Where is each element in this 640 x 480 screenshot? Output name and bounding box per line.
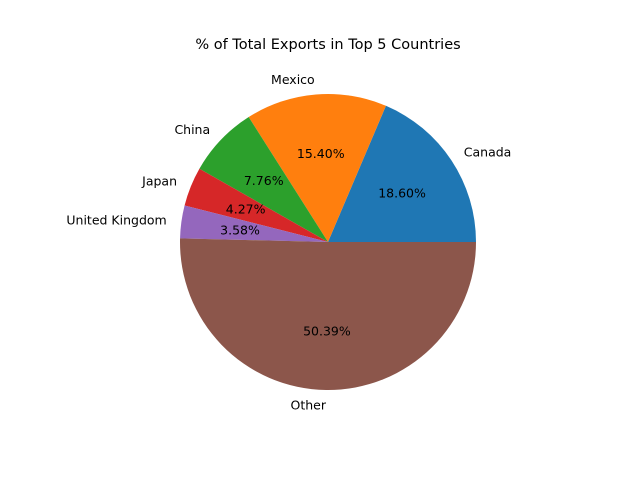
slice-label-china: China	[174, 122, 210, 137]
pie-slice-other	[180, 238, 476, 390]
slice-label-canada: Canada	[464, 145, 512, 160]
slice-label-other: Other	[291, 397, 327, 412]
slice-pct-japan: 4.27%	[226, 201, 266, 216]
chart-title: % of Total Exports in Top 5 Countries	[195, 37, 460, 53]
slice-label-japan: Japan	[141, 174, 177, 189]
pie-slice-united-kingdom	[180, 205, 328, 242]
slice-pct-other: 50.39%	[303, 323, 351, 338]
pie-slice-japan	[184, 168, 328, 242]
slice-pct-united-kingdom: 3.58%	[220, 222, 260, 237]
slice-pct-mexico: 15.40%	[297, 146, 345, 161]
pie-labels: Canada 18.60% Mexico 15.40% China 7.76% Japan 4…	[66, 72, 511, 412]
pie-slice-canada	[328, 105, 477, 242]
pie-slice-mexico	[248, 94, 386, 242]
pie-slice-china	[199, 117, 328, 242]
slice-pct-canada: 18.60%	[378, 186, 426, 201]
pie-slices	[180, 94, 477, 390]
slice-pct-china: 7.76%	[244, 173, 284, 188]
slice-label-mexico: Mexico	[271, 72, 315, 87]
slice-label-united-kingdom: United Kingdom	[66, 212, 166, 227]
